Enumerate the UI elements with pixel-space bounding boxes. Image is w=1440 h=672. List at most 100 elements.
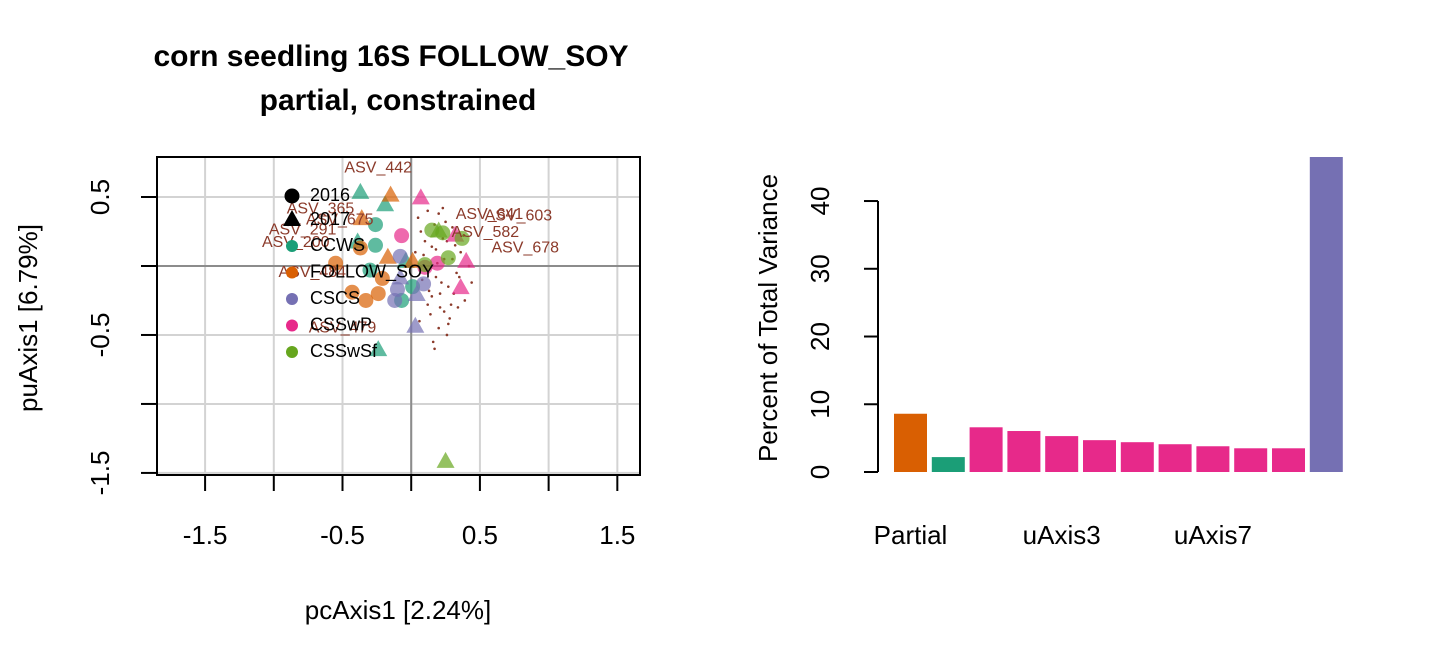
point — [378, 247, 397, 264]
point — [411, 188, 430, 205]
bar — [1120, 442, 1154, 472]
point — [440, 250, 456, 266]
point — [370, 286, 386, 302]
x-tick-label: Partial — [874, 520, 948, 550]
plot-frame — [156, 156, 641, 476]
y-tick-label: 30 — [805, 254, 835, 283]
species-label: ASV_479 — [309, 319, 377, 336]
species-point — [426, 303, 429, 306]
bar — [1083, 440, 1116, 472]
legend-label: CSSwSf — [310, 341, 378, 361]
bar — [1234, 448, 1268, 472]
species-point — [418, 319, 421, 323]
species-point — [440, 281, 443, 284]
legend-label: FOLLOW_SOY — [310, 261, 434, 282]
y-tick-label: -1.5 — [85, 451, 115, 496]
x-tick-label: 1.5 — [599, 520, 635, 550]
y-tick-label: -0.5 — [85, 313, 115, 358]
bar — [1309, 157, 1343, 472]
species-point — [442, 310, 446, 313]
species-point — [423, 239, 427, 243]
species-label: ASV_641 — [456, 206, 524, 223]
x-tick-label: uAxis7 — [1174, 520, 1252, 550]
species-point — [434, 275, 438, 279]
species-point — [453, 243, 457, 247]
legend-marker — [284, 188, 300, 204]
species-point — [430, 245, 434, 248]
species-point — [444, 220, 447, 224]
point — [362, 262, 378, 278]
species-point — [437, 212, 440, 215]
point — [376, 195, 395, 212]
legend-marker — [286, 346, 298, 358]
point — [403, 251, 422, 268]
species-point — [431, 340, 435, 344]
point — [406, 316, 425, 333]
legend-marker — [286, 240, 298, 252]
point — [328, 255, 344, 271]
species-point — [422, 253, 425, 257]
chart-subtitle: partial, constrained — [260, 84, 537, 117]
point — [367, 237, 383, 253]
bar — [969, 427, 1003, 472]
point — [344, 284, 360, 300]
species-point — [458, 275, 461, 279]
species-point — [434, 248, 438, 251]
y-tick-label: 0.5 — [85, 179, 115, 215]
x-axis-label: pcAxis1 [2.24%] — [305, 595, 491, 625]
legend-marker — [286, 266, 298, 279]
point — [416, 276, 432, 292]
species-point — [438, 292, 442, 295]
species-point — [447, 285, 450, 288]
x-tick-label: -1.5 — [183, 520, 228, 550]
species-point — [463, 299, 467, 302]
species-point — [433, 347, 436, 351]
species-point — [427, 289, 431, 293]
species-point — [414, 250, 417, 254]
legend-label: 2016 — [310, 185, 350, 205]
species-point — [441, 206, 445, 210]
species-point — [419, 230, 423, 233]
species-point — [470, 281, 473, 284]
bar — [1272, 448, 1305, 472]
species-point — [426, 209, 429, 213]
legend-label: 2017 — [310, 209, 350, 229]
point — [394, 228, 410, 244]
x-tick-label: 0.5 — [462, 520, 498, 550]
x-tick-label: -0.5 — [320, 520, 365, 550]
bar — [1045, 436, 1079, 472]
species-point — [438, 306, 442, 309]
point — [351, 182, 370, 199]
species-point — [455, 271, 458, 275]
species-point — [459, 250, 462, 254]
species-point — [430, 295, 434, 298]
species-point — [448, 317, 451, 320]
species-label: ASV_678 — [491, 239, 559, 256]
y-tick-label: 0 — [805, 465, 835, 479]
bar — [931, 457, 965, 472]
legend-label: CSCS — [310, 288, 360, 308]
legend-marker — [283, 210, 301, 226]
bar — [894, 413, 927, 472]
point — [435, 225, 451, 241]
species-label: ASV_365 — [287, 201, 355, 218]
bar — [1007, 431, 1041, 472]
bar — [1158, 444, 1192, 472]
species-label: ASV_582 — [452, 224, 520, 241]
point — [457, 251, 476, 268]
species-point — [451, 226, 454, 229]
legend-marker — [286, 319, 298, 332]
point — [407, 284, 426, 301]
y-tick-label: 20 — [805, 322, 835, 351]
x-tick-label: uAxis3 — [1023, 520, 1101, 550]
point — [369, 340, 388, 357]
species-point — [447, 322, 450, 326]
species-point — [416, 216, 420, 220]
point — [352, 209, 371, 226]
legend-marker — [286, 293, 298, 305]
y-tick-label: 10 — [805, 390, 835, 419]
point — [436, 451, 455, 468]
y-axis-label: puAxis1 [6.79%] — [13, 224, 43, 412]
y-axis-label: Percent of Total Variance — [753, 174, 783, 462]
